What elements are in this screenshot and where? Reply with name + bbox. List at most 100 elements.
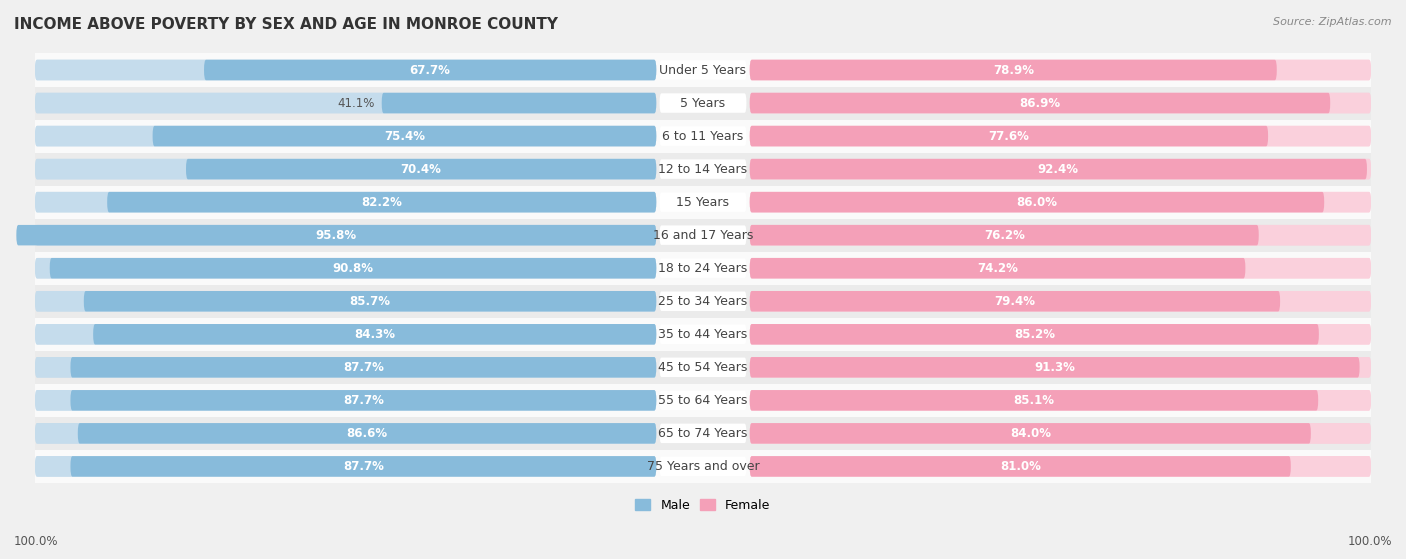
Bar bbox=[35, 318, 1371, 351]
Text: 84.0%: 84.0% bbox=[1010, 427, 1050, 440]
Bar bbox=[35, 54, 1371, 87]
FancyBboxPatch shape bbox=[659, 192, 747, 212]
FancyBboxPatch shape bbox=[659, 225, 747, 245]
FancyBboxPatch shape bbox=[749, 324, 1319, 344]
FancyBboxPatch shape bbox=[749, 456, 1291, 477]
Text: 75 Years and over: 75 Years and over bbox=[647, 460, 759, 473]
FancyBboxPatch shape bbox=[749, 126, 1371, 146]
FancyBboxPatch shape bbox=[749, 291, 1279, 311]
FancyBboxPatch shape bbox=[70, 456, 657, 477]
FancyBboxPatch shape bbox=[749, 258, 1371, 278]
Text: 5 Years: 5 Years bbox=[681, 97, 725, 110]
FancyBboxPatch shape bbox=[749, 423, 1310, 444]
Text: 16 and 17 Years: 16 and 17 Years bbox=[652, 229, 754, 241]
Text: 65 to 74 Years: 65 to 74 Years bbox=[658, 427, 748, 440]
FancyBboxPatch shape bbox=[749, 258, 1246, 278]
Text: 70.4%: 70.4% bbox=[401, 163, 441, 176]
FancyBboxPatch shape bbox=[749, 324, 1371, 344]
Bar bbox=[35, 417, 1371, 450]
FancyBboxPatch shape bbox=[749, 225, 1371, 245]
FancyBboxPatch shape bbox=[35, 423, 657, 444]
FancyBboxPatch shape bbox=[35, 126, 657, 146]
FancyBboxPatch shape bbox=[35, 258, 657, 278]
FancyBboxPatch shape bbox=[659, 93, 747, 113]
FancyBboxPatch shape bbox=[749, 258, 1371, 278]
Text: 86.0%: 86.0% bbox=[1017, 196, 1057, 209]
FancyBboxPatch shape bbox=[35, 456, 657, 477]
Text: 41.1%: 41.1% bbox=[337, 97, 375, 110]
FancyBboxPatch shape bbox=[749, 60, 1371, 80]
FancyBboxPatch shape bbox=[35, 159, 657, 179]
FancyBboxPatch shape bbox=[84, 291, 657, 311]
FancyBboxPatch shape bbox=[749, 159, 1367, 179]
Text: 100.0%: 100.0% bbox=[14, 535, 59, 548]
FancyBboxPatch shape bbox=[35, 390, 657, 410]
FancyBboxPatch shape bbox=[749, 225, 1371, 245]
FancyBboxPatch shape bbox=[35, 192, 657, 212]
Text: 18 to 24 Years: 18 to 24 Years bbox=[658, 262, 748, 274]
FancyBboxPatch shape bbox=[93, 324, 657, 344]
FancyBboxPatch shape bbox=[749, 126, 1371, 146]
FancyBboxPatch shape bbox=[749, 357, 1371, 377]
Text: INCOME ABOVE POVERTY BY SEX AND AGE IN MONROE COUNTY: INCOME ABOVE POVERTY BY SEX AND AGE IN M… bbox=[14, 17, 558, 32]
FancyBboxPatch shape bbox=[659, 258, 747, 278]
FancyBboxPatch shape bbox=[35, 192, 657, 212]
FancyBboxPatch shape bbox=[659, 358, 747, 377]
Bar bbox=[35, 186, 1371, 219]
FancyBboxPatch shape bbox=[749, 390, 1371, 410]
FancyBboxPatch shape bbox=[70, 357, 657, 377]
FancyBboxPatch shape bbox=[749, 192, 1324, 212]
Bar bbox=[35, 351, 1371, 384]
Bar bbox=[35, 219, 1371, 252]
Text: 90.8%: 90.8% bbox=[332, 262, 374, 274]
FancyBboxPatch shape bbox=[35, 357, 657, 377]
Text: 81.0%: 81.0% bbox=[1000, 460, 1040, 473]
FancyBboxPatch shape bbox=[659, 325, 747, 344]
FancyBboxPatch shape bbox=[749, 390, 1319, 410]
FancyBboxPatch shape bbox=[49, 258, 657, 278]
Bar bbox=[35, 285, 1371, 318]
FancyBboxPatch shape bbox=[35, 258, 657, 278]
Text: 86.9%: 86.9% bbox=[1019, 97, 1060, 110]
Text: 45 to 54 Years: 45 to 54 Years bbox=[658, 361, 748, 374]
Text: 6 to 11 Years: 6 to 11 Years bbox=[662, 130, 744, 143]
Bar bbox=[35, 252, 1371, 285]
FancyBboxPatch shape bbox=[659, 126, 747, 146]
FancyBboxPatch shape bbox=[186, 159, 657, 179]
FancyBboxPatch shape bbox=[35, 324, 657, 344]
FancyBboxPatch shape bbox=[749, 192, 1371, 212]
Text: Under 5 Years: Under 5 Years bbox=[659, 64, 747, 77]
FancyBboxPatch shape bbox=[17, 225, 657, 245]
Text: 76.2%: 76.2% bbox=[984, 229, 1025, 241]
FancyBboxPatch shape bbox=[35, 324, 657, 344]
Text: 84.3%: 84.3% bbox=[354, 328, 395, 341]
FancyBboxPatch shape bbox=[153, 126, 657, 146]
FancyBboxPatch shape bbox=[749, 456, 1371, 477]
Text: 15 Years: 15 Years bbox=[676, 196, 730, 209]
FancyBboxPatch shape bbox=[749, 192, 1371, 212]
Text: 86.6%: 86.6% bbox=[346, 427, 388, 440]
FancyBboxPatch shape bbox=[659, 159, 747, 179]
FancyBboxPatch shape bbox=[204, 60, 657, 80]
FancyBboxPatch shape bbox=[35, 291, 657, 311]
FancyBboxPatch shape bbox=[749, 390, 1371, 410]
FancyBboxPatch shape bbox=[659, 60, 747, 80]
FancyBboxPatch shape bbox=[749, 423, 1371, 444]
Bar bbox=[35, 450, 1371, 483]
FancyBboxPatch shape bbox=[659, 424, 747, 443]
FancyBboxPatch shape bbox=[749, 93, 1330, 113]
Text: 67.7%: 67.7% bbox=[409, 64, 450, 77]
FancyBboxPatch shape bbox=[659, 457, 747, 476]
Text: 92.4%: 92.4% bbox=[1038, 163, 1078, 176]
Text: 35 to 44 Years: 35 to 44 Years bbox=[658, 328, 748, 341]
FancyBboxPatch shape bbox=[749, 357, 1360, 377]
FancyBboxPatch shape bbox=[749, 225, 1258, 245]
Text: 95.8%: 95.8% bbox=[316, 229, 357, 241]
FancyBboxPatch shape bbox=[35, 60, 657, 80]
FancyBboxPatch shape bbox=[70, 390, 657, 410]
FancyBboxPatch shape bbox=[107, 192, 657, 212]
FancyBboxPatch shape bbox=[35, 423, 657, 444]
Text: 87.7%: 87.7% bbox=[343, 460, 384, 473]
FancyBboxPatch shape bbox=[35, 456, 657, 477]
FancyBboxPatch shape bbox=[35, 60, 657, 80]
